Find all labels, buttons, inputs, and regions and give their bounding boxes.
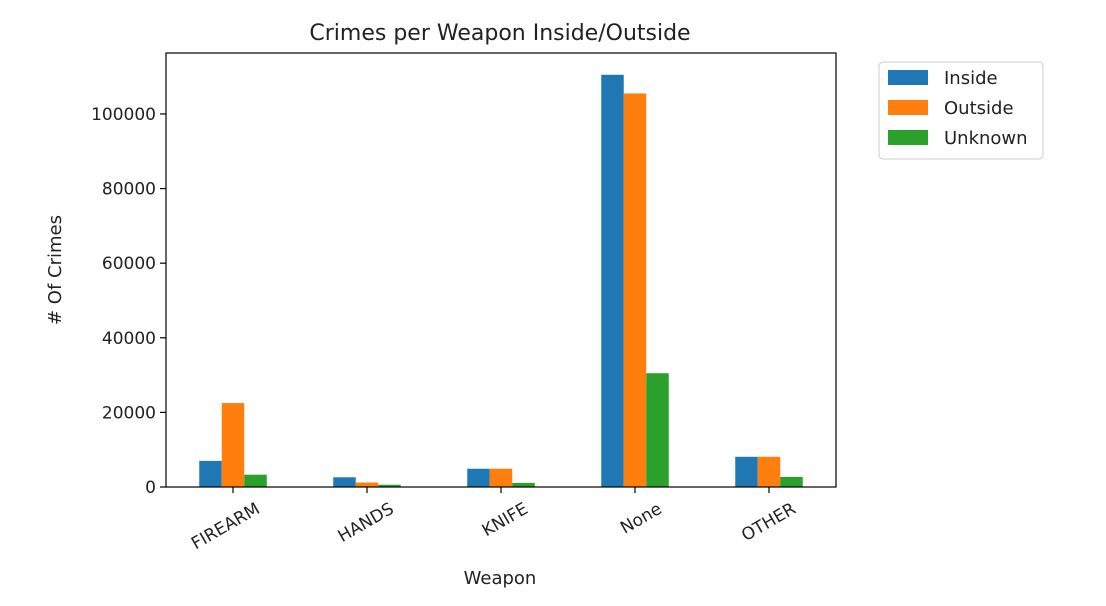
bars-layer (199, 74, 803, 488)
legend-swatch-outside (888, 100, 928, 115)
legend-items: Inside Outside Unknown (888, 68, 1028, 149)
x-tick-label: OTHER (738, 499, 799, 546)
bar-outside-other (757, 456, 781, 487)
legend-label-inside: Inside (944, 68, 998, 89)
bar-inside-none (601, 74, 624, 488)
y-axis-ticks: 0 20000 40000 60000 80000 100000 (91, 105, 166, 498)
y-tick-label: 0 (145, 478, 156, 498)
y-axis-label: # Of Crimes (45, 215, 66, 325)
plot-frame (165, 52, 837, 488)
y-tick-label: 20000 (102, 403, 156, 423)
bar-unknown-hands (378, 484, 401, 487)
y-tick-label: 80000 (102, 180, 156, 200)
bar-inside-knife (467, 468, 490, 487)
x-tick-label: KNIFE (479, 499, 532, 541)
bar-unknown-firearm (244, 474, 267, 487)
bar-unknown-knife (512, 482, 535, 487)
legend-swatch-unknown (888, 130, 928, 145)
chart-title: Crimes per Weapon Inside/Outside (309, 21, 690, 46)
legend-label-outside: Outside (944, 98, 1014, 119)
legend-label-unknown: Unknown (944, 128, 1028, 149)
bar-unknown-other (780, 476, 803, 487)
y-tick-label: 100000 (91, 105, 156, 125)
bar-outside-firearm (221, 403, 245, 487)
bar-outside-none (623, 93, 647, 487)
bar-inside-other (735, 456, 758, 487)
bar-inside-firearm (199, 460, 222, 487)
bar-outside-knife (489, 468, 513, 487)
y-tick-label: 60000 (102, 254, 156, 274)
x-tick-label: FIREARM (188, 499, 263, 554)
y-tick-label: 40000 (102, 329, 156, 349)
x-axis-ticks: FIREARM HANDS KNIFE None OTHER (188, 487, 800, 554)
legend-swatch-inside (888, 70, 928, 85)
axes-layer (165, 52, 837, 488)
bar-unknown-none (646, 373, 669, 487)
x-axis-label: Weapon (464, 568, 537, 589)
bar-outside-hands (355, 482, 379, 487)
x-tick-label: None (617, 499, 665, 539)
x-tick-label: HANDS (335, 499, 398, 547)
bar-inside-hands (333, 477, 356, 487)
legend: Inside Outside Unknown (878, 61, 1044, 160)
